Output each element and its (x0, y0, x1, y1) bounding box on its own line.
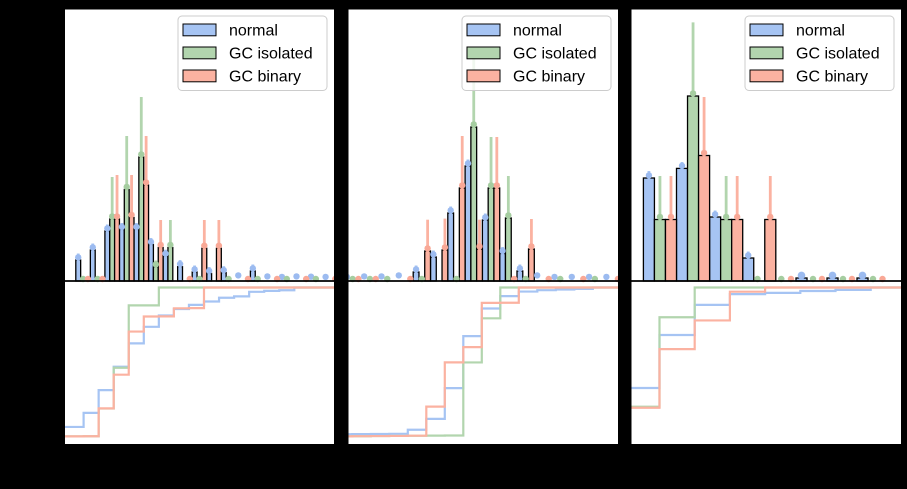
svg-text:normal: normal (513, 22, 562, 39)
svg-text:GC binary: GC binary (229, 68, 301, 85)
svg-text:GC isolated: GC isolated (796, 45, 880, 62)
svg-text:normal: normal (796, 22, 845, 39)
svg-text:GC binary: GC binary (796, 68, 868, 85)
svg-text:GC isolated: GC isolated (229, 45, 313, 62)
svg-text:GC binary: GC binary (513, 68, 585, 85)
svg-text:GC isolated: GC isolated (513, 45, 597, 62)
svg-text:normal: normal (229, 22, 278, 39)
